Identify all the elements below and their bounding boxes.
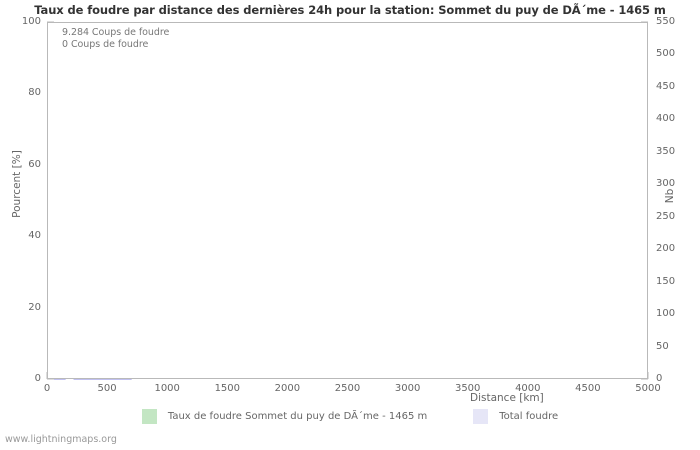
- legend-label-total: Total foudre: [499, 411, 559, 422]
- annotation-station-strokes: 0 Coups de foudre: [62, 39, 149, 50]
- footer-url: www.lightningmaps.org: [5, 434, 117, 445]
- x-tick-3000: 3000: [394, 383, 421, 394]
- legend-item-rate: Taux de foudre Sommet du puy de DÃ´me - …: [141, 409, 428, 424]
- y-tick-left-0: 0: [34, 373, 41, 384]
- x-tick-500: 500: [97, 383, 117, 394]
- legend-swatch-total: [473, 409, 489, 424]
- x-tick-0: 0: [43, 383, 51, 394]
- y-tick-right-50: 50: [656, 340, 669, 352]
- x-tick-3500: 3500: [454, 383, 481, 394]
- chart-legend: Taux de foudre Sommet du puy de DÃ´me - …: [0, 409, 700, 424]
- page-title: Taux de foudre par distance des dernière…: [34, 3, 666, 17]
- y-axis-label-left: Pourcent [%]: [11, 150, 23, 218]
- y-tick-right-150: 150: [656, 275, 676, 287]
- plot-area: [47, 22, 648, 379]
- y-tick-left-20: 20: [28, 301, 41, 313]
- y-tick-right-0: 0: [656, 373, 663, 384]
- x-tick-5000: 5000: [635, 383, 661, 394]
- legend-swatch-rate: [141, 409, 157, 424]
- x-tick-1000: 1000: [154, 383, 180, 394]
- y-tick-right-500: 500: [656, 48, 676, 60]
- y-tick-right-300: 300: [656, 178, 676, 190]
- legend-label-rate: Taux de foudre Sommet du puy de DÃ´me - …: [167, 411, 428, 422]
- x-tick-4000: 4000: [515, 383, 541, 394]
- y-tick-left-40: 40: [28, 230, 41, 242]
- legend-item-total: Total foudre: [473, 409, 558, 424]
- y-tick-left-80: 80: [28, 87, 41, 99]
- x-tick-1500: 1500: [214, 383, 241, 394]
- y-tick-right-400: 400: [656, 113, 676, 125]
- y-tick-right-450: 450: [656, 80, 676, 92]
- annotation-total-strokes: 9.284 Coups de foudre: [62, 27, 170, 38]
- x-tick-2000: 2000: [274, 383, 301, 394]
- y-tick-right-100: 100: [656, 308, 676, 320]
- y-tick-right-250: 250: [656, 210, 676, 222]
- y-tick-left-100: 100: [21, 16, 41, 27]
- y-axis-label-right: Nb: [664, 188, 676, 204]
- x-axis-label: Distance [km]: [470, 392, 544, 404]
- y-tick-right-200: 200: [656, 243, 676, 255]
- y-tick-right-550: 550: [656, 16, 676, 27]
- x-tick-4500: 4500: [575, 383, 601, 394]
- x-tick-2500: 2500: [334, 383, 361, 394]
- y-tick-left-60: 60: [28, 158, 41, 170]
- y-tick-right-350: 350: [656, 145, 676, 157]
